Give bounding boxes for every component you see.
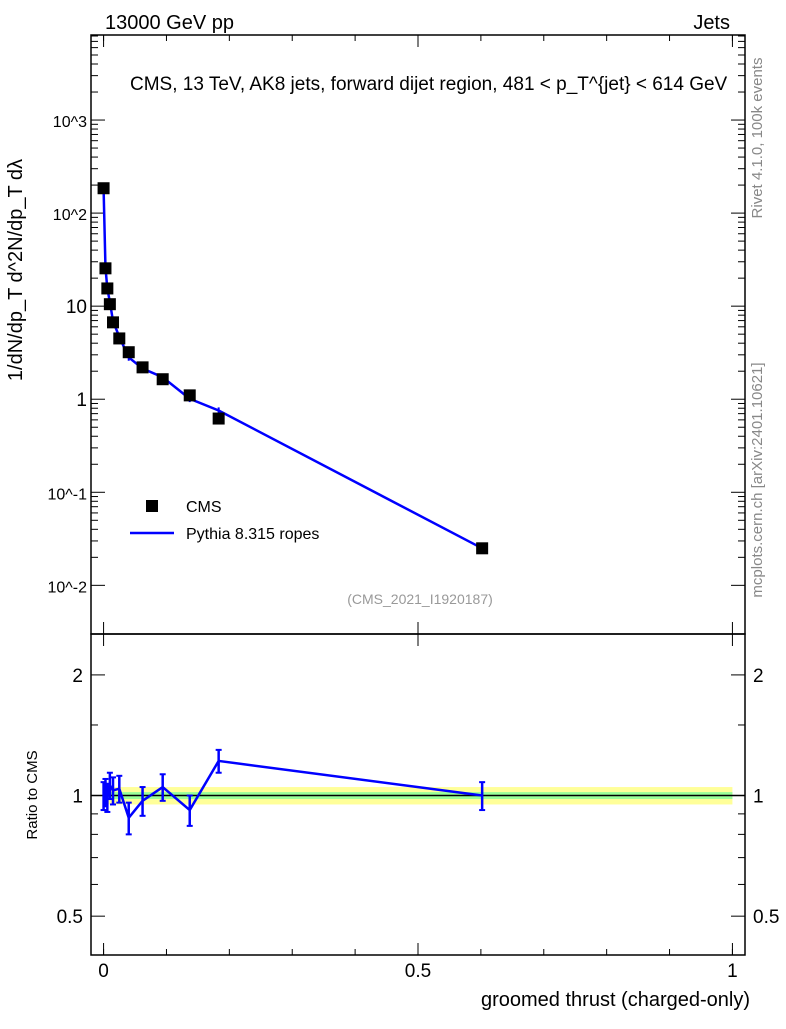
analysis-id: (CMS_2021_I1920187) xyxy=(347,591,493,607)
cms-data-point xyxy=(107,316,120,329)
ratio-tick-label-right: 1 xyxy=(753,787,764,808)
y-axis-label: 1/dN/dp_T d^2N/dp_T dλ xyxy=(5,159,27,381)
y-tick-label: 10^-2 xyxy=(47,579,87,596)
side-label-top: Rivet 4.1.0, 100k events xyxy=(749,58,766,219)
cms-data-point xyxy=(113,332,126,345)
legend-marker-cms xyxy=(146,500,158,512)
ratio-tick-label-right: 0.5 xyxy=(753,907,779,928)
cms-data-point xyxy=(156,373,169,386)
header-left: 13000 GeV pp xyxy=(105,12,234,34)
header-right: Jets xyxy=(693,12,730,34)
ratio-tick-label: 0.5 xyxy=(57,907,83,928)
ratio-tick-label: 2 xyxy=(72,666,83,687)
cms-data-point xyxy=(476,542,489,555)
y-tick-label: 1 xyxy=(76,390,87,411)
cms-data-point xyxy=(103,298,116,311)
plot-title: CMS, 13 TeV, AK8 jets, forward dijet reg… xyxy=(130,74,728,95)
ratio-axis-label: Ratio to CMS xyxy=(24,750,41,839)
cms-data-point xyxy=(212,412,225,425)
cms-data-point xyxy=(97,182,110,195)
ratio-tick-label: 1 xyxy=(72,787,83,808)
x-tick-label: 1 xyxy=(727,961,738,982)
legend-label-pythia: Pythia 8.315 ropes xyxy=(186,526,319,543)
y-tick-label: 10^3 xyxy=(53,114,87,131)
main-frame xyxy=(90,34,746,635)
x-tick-label: 0 xyxy=(98,961,109,982)
cms-data-point xyxy=(183,389,196,402)
ratio-tick-label-right: 2 xyxy=(753,666,764,687)
cms-data-point xyxy=(122,346,135,359)
cms-data-point xyxy=(101,282,114,295)
y-tick-label: 10^2 xyxy=(53,207,87,224)
cms-data-point xyxy=(136,361,149,374)
legend-label-cms: CMS xyxy=(186,499,222,516)
cms-data-point xyxy=(99,262,112,275)
pythia-line xyxy=(102,188,483,550)
y-tick-label: 10 xyxy=(66,297,87,318)
x-tick-label: 0.5 xyxy=(405,961,431,982)
side-label-bottom: mcplots.cern.ch [arXiv:2401.10621] xyxy=(749,362,766,597)
x-axis-label: groomed thrust (charged-only) xyxy=(481,989,750,1011)
y-tick-label: 10^-1 xyxy=(47,486,87,503)
